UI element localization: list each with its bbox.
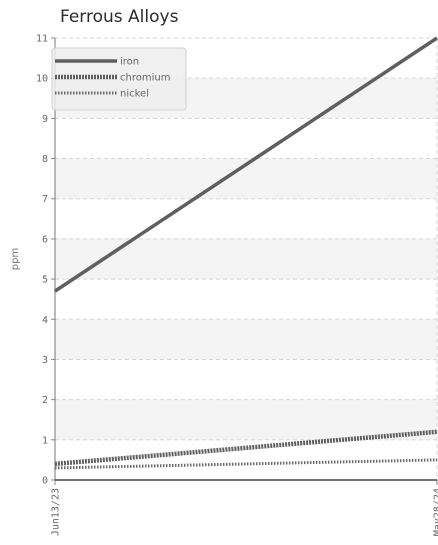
y-tick-label: 0 [42,476,48,487]
x-tick-label: May28/24 [433,488,438,536]
y-tick-label: 4 [42,315,48,326]
y-tick-label: 2 [42,395,48,406]
series-line-nickel [54,458,438,470]
axes: 0 1 2 3 4 5 6 7 8 9 10 11 Jun13/23 May28/24 ppm [10,34,438,537]
y-tick-label: 1 [42,435,48,446]
y-tick-label: 8 [42,154,48,165]
x-tick-label: Jun13/23 [51,488,62,536]
grid-band [55,399,437,440]
y-tick-label: 5 [42,275,48,286]
series-line-chromium [54,429,438,467]
legend-label-nickel: nickel [120,89,149,100]
y-tick-label: 10 [36,74,48,85]
legend-label-chromium: chromium [120,73,170,84]
grid-band [55,238,437,280]
y-tick-label: 9 [42,114,48,125]
y-tick-label: 3 [42,355,48,366]
grid-band [55,319,437,360]
series-lines [54,36,438,470]
legend-label-iron: iron [120,57,139,68]
series-line-iron [54,36,438,293]
y-axis-label: ppm [10,248,21,270]
y-tick-label: 7 [42,194,48,205]
legend: iron chromium nickel [51,47,187,111]
y-tick-label: 11 [36,34,48,45]
chart-title: Ferrous Alloys [60,7,179,27]
background-bands [55,78,437,440]
y-tick-label: 6 [42,234,48,245]
